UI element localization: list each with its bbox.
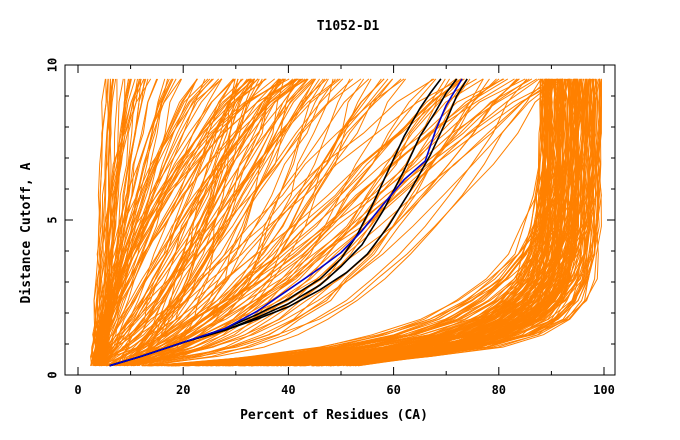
model-curve xyxy=(135,78,354,366)
model-curve xyxy=(224,78,549,367)
model-curve xyxy=(94,78,252,367)
model-curve xyxy=(118,78,316,367)
model-curve-bundle xyxy=(90,78,602,367)
model-curve xyxy=(113,78,344,367)
model-curve xyxy=(251,78,596,367)
model-curve xyxy=(90,78,152,366)
model-curve xyxy=(354,78,566,367)
x-tick-label: 60 xyxy=(386,383,400,397)
model-curve xyxy=(122,78,505,367)
model-curve xyxy=(98,78,177,366)
model-curve xyxy=(97,78,287,366)
highlight-series-line xyxy=(109,78,463,367)
model-curve xyxy=(119,78,464,367)
y-tick-label: 5 xyxy=(46,216,60,223)
model-curve xyxy=(105,78,280,366)
highlight-series-line xyxy=(109,78,458,367)
highlighted-series xyxy=(109,78,468,367)
model-curve xyxy=(99,78,111,366)
model-curve xyxy=(133,78,406,367)
x-tick-label: 20 xyxy=(176,383,190,397)
y-tick-label: 0 xyxy=(46,371,60,378)
x-tick-label: 80 xyxy=(492,383,506,397)
y-axis-title: Distance Cutoff, A xyxy=(19,162,34,303)
model-curve xyxy=(97,78,235,367)
model-curve xyxy=(109,78,465,367)
model-curve xyxy=(198,78,544,367)
axes: 0 20 40 60 80 100 0 5 10 xyxy=(46,58,615,397)
model-curve xyxy=(137,78,370,367)
model-curve xyxy=(105,78,206,366)
model-curve xyxy=(97,78,315,366)
model-curve xyxy=(210,78,558,367)
model-curve xyxy=(195,78,547,367)
model-curve xyxy=(137,78,533,367)
model-curve xyxy=(98,78,564,367)
model-curve xyxy=(98,78,166,366)
model-curve xyxy=(93,78,308,366)
model-curve xyxy=(148,78,484,367)
model-curve xyxy=(345,78,589,367)
model-curve xyxy=(305,78,575,367)
model-curve xyxy=(259,78,595,367)
model-curve xyxy=(138,78,281,367)
model-curve xyxy=(296,78,559,367)
chart-title: T1052-D1 xyxy=(317,19,380,34)
model-curve xyxy=(102,78,282,367)
model-curve xyxy=(98,78,267,366)
model-curve xyxy=(229,78,548,367)
x-tick-label: 0 xyxy=(74,383,81,397)
model-curve xyxy=(142,78,468,367)
model-curve xyxy=(127,78,336,367)
model-curve xyxy=(106,78,446,367)
model-curve xyxy=(132,78,372,367)
model-curve xyxy=(101,78,242,366)
model-curve xyxy=(276,78,561,367)
model-curve xyxy=(126,78,484,367)
model-curve xyxy=(196,78,553,367)
model-curve xyxy=(170,78,595,367)
x-axis-title: Percent of Residues (CA) xyxy=(240,408,428,423)
model-curve xyxy=(100,78,362,367)
model-curve xyxy=(209,78,588,367)
x-tick-label: 40 xyxy=(281,383,295,397)
model-curve xyxy=(129,78,515,366)
model-curve xyxy=(132,78,509,367)
x-tick-label: 100 xyxy=(593,383,615,397)
model-curve xyxy=(101,78,309,367)
y-tick-label: 10 xyxy=(46,58,60,72)
model-curve xyxy=(114,78,296,367)
model-curve xyxy=(330,78,570,367)
model-curve xyxy=(103,78,301,367)
model-curve xyxy=(104,78,294,366)
model-curve xyxy=(109,78,528,367)
model-curve xyxy=(103,78,557,367)
model-curve xyxy=(273,78,580,367)
model-curve xyxy=(141,78,542,367)
model-curve xyxy=(135,78,236,367)
model-curve xyxy=(106,78,129,366)
model-curve xyxy=(101,78,316,367)
model-curve xyxy=(115,78,451,367)
model-curve xyxy=(132,78,437,367)
model-curve xyxy=(90,78,149,366)
